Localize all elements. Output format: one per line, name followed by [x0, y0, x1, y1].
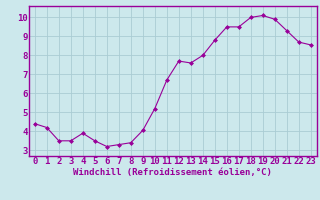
X-axis label: Windchill (Refroidissement éolien,°C): Windchill (Refroidissement éolien,°C) [73, 168, 272, 177]
